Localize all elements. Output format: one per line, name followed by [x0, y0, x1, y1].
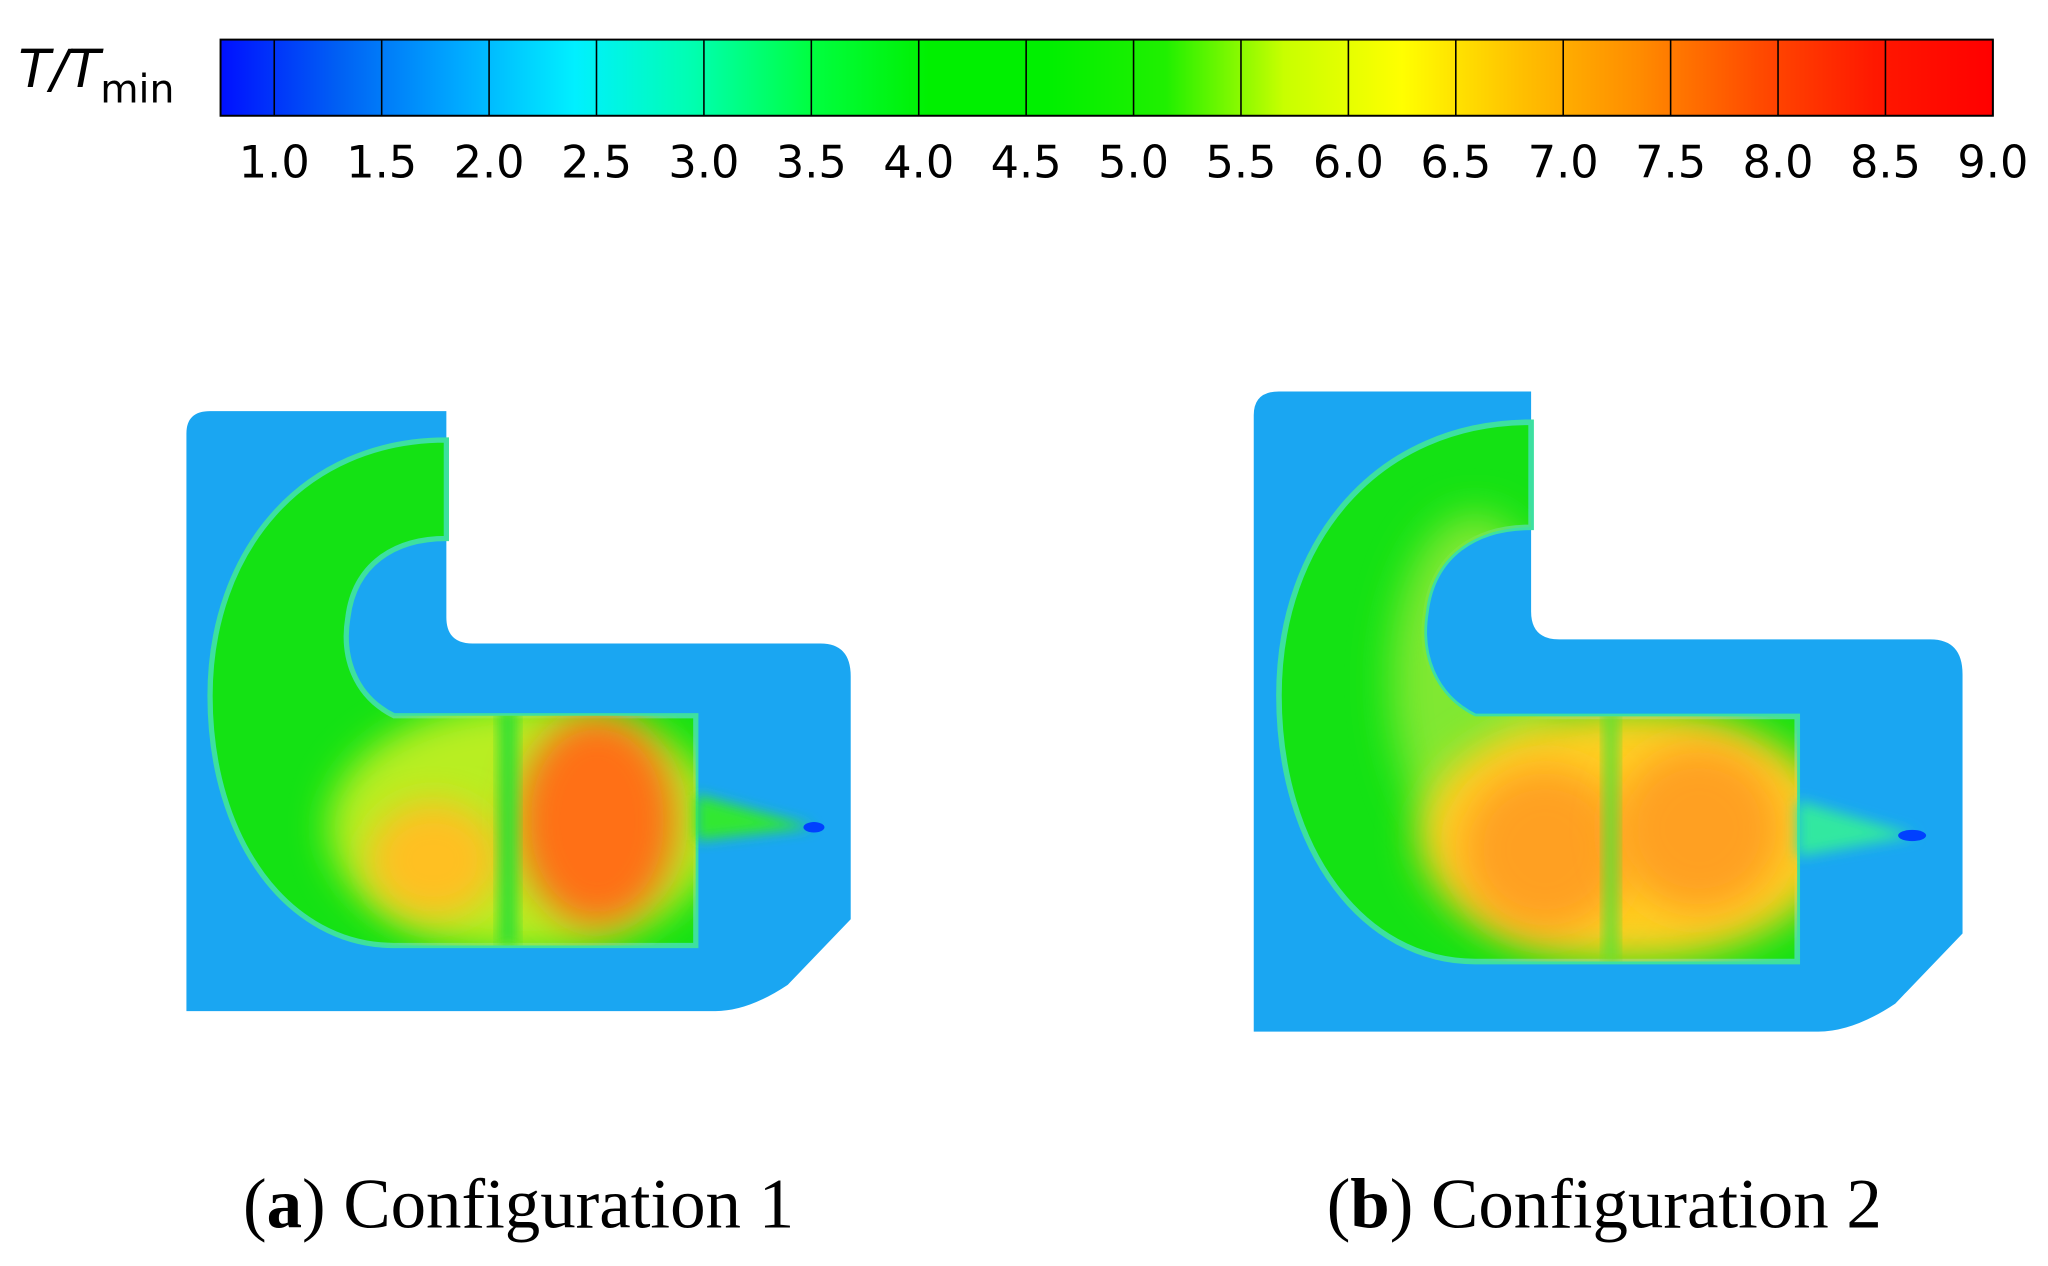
- colorbar-tick-label: 4.0: [883, 136, 954, 188]
- colorbar: 1.0 1.5 2.0 2.5 3.0 3.5 4.0 4.5 5.0 5.5 6.0 6.5 7.0 7…: [219, 38, 2028, 188]
- colorbar-tick-label: 1.5: [346, 136, 417, 188]
- caption-a: (a) Configuration 1: [243, 1166, 794, 1244]
- colorbar-tick-label: 8.0: [1743, 136, 1814, 188]
- colorbar-tick-label: 2.5: [561, 136, 632, 188]
- contour-a: [186, 411, 851, 1012]
- colorbar-tick-label: 5.0: [1098, 136, 1169, 188]
- colorbar-tick-label: 7.5: [1635, 136, 1706, 188]
- colorbar-tick-label: 3.0: [668, 136, 739, 188]
- colorbar-tick-label: 1.0: [239, 136, 310, 188]
- colorbar-fill: [219, 38, 1994, 117]
- colorbar-tick-label: 9.0: [1957, 136, 2028, 188]
- colorbar-tick-label: 5.5: [1205, 136, 1276, 188]
- colorbar-tick-label: 6.0: [1313, 136, 1384, 188]
- colorbar-label: T/Tmin: [18, 39, 174, 113]
- colorbar-tick-label: 7.0: [1528, 136, 1599, 188]
- colorbar-tick-label: 2.0: [454, 136, 525, 188]
- colorbar-tick-label: 6.5: [1420, 136, 1491, 188]
- colorbar-tick-label: 4.5: [991, 136, 1062, 188]
- colorbar-tick-label: 3.5: [776, 136, 847, 188]
- caption-b: (b) Configuration 2: [1327, 1166, 1882, 1244]
- colorbar-tick-label: 8.5: [1850, 136, 1921, 188]
- contour-b: [1253, 391, 1963, 1032]
